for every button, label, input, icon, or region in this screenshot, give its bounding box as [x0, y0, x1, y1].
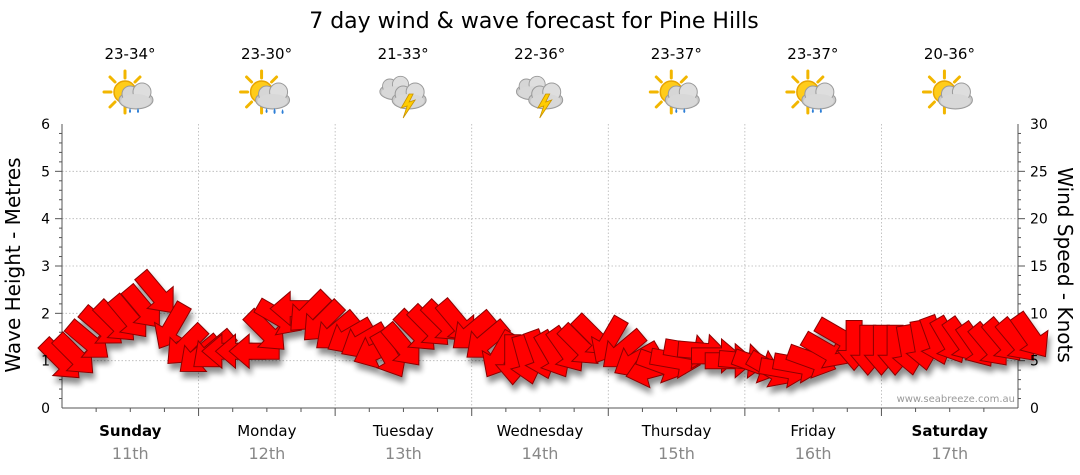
day-date-label: 12th — [248, 444, 285, 463]
right-tick-label: 0 — [1030, 401, 1039, 417]
day-name-label: Saturday — [912, 422, 989, 440]
left-axis-ticks: 0 1 2 3 4 5 6 — [41, 117, 50, 417]
day-name-label: Monday — [237, 422, 296, 440]
left-tick-label: 2 — [41, 306, 50, 322]
day-name-label: Wednesday — [497, 422, 584, 440]
right-tick-label: 20 — [1030, 212, 1048, 228]
day-headers: 23-34° 23-30° 21-33° 22-36° 23-37° 23-37° 20-3… — [102, 45, 975, 119]
cloud-storm-icon — [379, 75, 427, 119]
temperature-range: 23-37° — [651, 45, 702, 63]
right-tick-label: 10 — [1030, 306, 1048, 322]
day-name-label: Thursday — [641, 422, 712, 440]
temperature-range: 23-34° — [104, 45, 155, 63]
day-name-label: Sunday — [99, 422, 162, 440]
temperature-range: 23-37° — [787, 45, 838, 63]
sun-cloud-heavy-rain-icon — [239, 69, 291, 115]
wind-arrow — [799, 330, 849, 369]
temperature-range: 20-36° — [924, 45, 975, 63]
day-date-label: 14th — [522, 444, 559, 463]
wind-arrow — [153, 300, 192, 349]
sun-cloud-rain-icon — [648, 69, 700, 115]
left-tick-label: 6 — [41, 117, 50, 133]
left-tick-label: 4 — [41, 212, 50, 228]
wind-arrow — [63, 318, 109, 358]
day-name-label: Tuesday — [372, 422, 434, 440]
source-credit: www.seabreeze.com.au — [897, 394, 1015, 405]
temperature-range: 22-36° — [514, 45, 565, 63]
axes — [55, 124, 1025, 416]
wind-arrow — [466, 318, 512, 358]
right-axis-title: Wind Speed - Knots — [1053, 167, 1077, 363]
left-tick-label: 5 — [41, 164, 50, 180]
right-tick-label: 5 — [1030, 354, 1039, 370]
wind-arrow — [1009, 310, 1049, 358]
day-name-label: Friday — [790, 422, 836, 440]
sun-cloud-icon — [921, 69, 973, 115]
plot-area — [37, 124, 1049, 416]
right-tick-label: 30 — [1030, 117, 1048, 133]
left-axis-title: Wave Height - Metres — [1, 157, 25, 372]
temperature-range: 21-33° — [378, 45, 429, 63]
day-date-label: 16th — [795, 444, 832, 463]
left-tick-label: 1 — [41, 354, 50, 370]
sun-cloud-rain-icon — [102, 69, 154, 115]
cloud-storm-icon — [515, 75, 564, 119]
right-tick-label: 15 — [1030, 259, 1048, 275]
right-axis-ticks: 0 5 10 15 20 25 30 — [1030, 117, 1048, 417]
wind-arrows — [37, 268, 1049, 389]
day-date-label: 11th — [112, 444, 149, 463]
day-date-label: 17th — [931, 444, 968, 463]
day-date-label: 15th — [658, 444, 695, 463]
day-date-label: 13th — [385, 444, 422, 463]
left-tick-label: 0 — [41, 401, 50, 417]
sun-cloud-rain-icon — [785, 69, 837, 115]
wind-arrow — [134, 268, 174, 314]
right-tick-label: 25 — [1030, 164, 1048, 180]
chart-title: 7 day wind & wave forecast for Pine Hill… — [309, 9, 759, 34]
day-labels: Sunday 11th Monday 12th Tuesday 13th Wednesday… — [99, 422, 988, 463]
wind-arrow — [242, 307, 285, 350]
temperature-range: 23-30° — [241, 45, 292, 63]
left-tick-label: 3 — [41, 259, 50, 275]
